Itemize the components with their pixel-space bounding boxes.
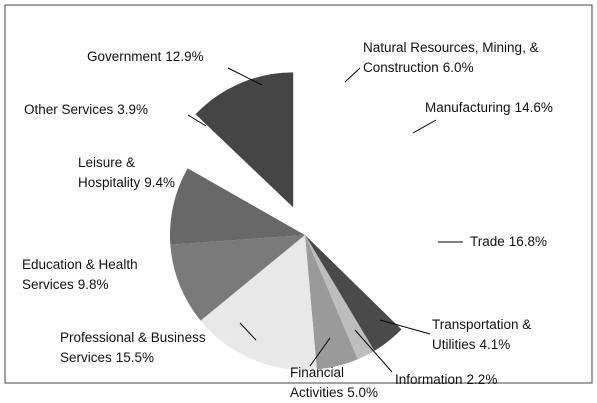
slice-label: Professional & Business Services 15.5% bbox=[60, 328, 260, 368]
value-label: 15.5% bbox=[115, 350, 155, 365]
value-label: 12.9% bbox=[165, 49, 204, 64]
leader-line bbox=[187, 114, 207, 127]
leader-line bbox=[239, 322, 257, 341]
slice-label: Government 12.9% bbox=[87, 47, 267, 67]
pie-slice bbox=[187, 141, 305, 235]
value-label: 9.4% bbox=[144, 175, 176, 190]
category-label: Trade bbox=[470, 234, 505, 249]
slice-label: Education & Health Services 9.8% bbox=[22, 255, 172, 295]
pie-slice bbox=[169, 168, 305, 245]
slice-label: Leisure & Hospitality 9.4% bbox=[78, 153, 178, 193]
value-label: 14.6% bbox=[514, 100, 553, 115]
value-label: 2.2% bbox=[466, 372, 498, 387]
pie-slice bbox=[305, 109, 435, 235]
slice-label: Transportation & Utilities 4.1% bbox=[432, 315, 542, 355]
pie-slice bbox=[195, 72, 294, 208]
pie-slice bbox=[170, 235, 305, 321]
pie-slice bbox=[200, 235, 317, 370]
category-label: Other Services bbox=[24, 102, 114, 117]
pie-slice bbox=[305, 197, 440, 330]
value-label: 6.0% bbox=[442, 60, 474, 75]
slice-label: Trade 16.8% bbox=[470, 232, 580, 252]
category-label: Leisure & Hospitality bbox=[78, 155, 141, 190]
leader-line bbox=[227, 67, 263, 86]
value-label: 4.1% bbox=[479, 337, 511, 352]
category-label: Education & Health Services bbox=[22, 257, 138, 292]
pie-slice bbox=[305, 235, 375, 360]
category-label: Natural Resources, Mining, & Constructio… bbox=[363, 40, 539, 75]
leader-line bbox=[309, 337, 331, 367]
frame bbox=[4, 4, 593, 384]
category-label: Financial Activities bbox=[290, 365, 345, 400]
leader-line bbox=[354, 329, 393, 373]
pie-slice bbox=[305, 235, 358, 370]
category-label: Transportation & Utilities bbox=[432, 317, 532, 352]
value-label: 3.9% bbox=[117, 102, 149, 117]
slice-label: Other Services 3.9% bbox=[24, 100, 204, 120]
pie-slice bbox=[305, 100, 355, 235]
category-label: Professional & Business Services bbox=[60, 330, 206, 365]
leader-line bbox=[412, 119, 437, 134]
category-label: Government bbox=[87, 49, 162, 64]
slice-label: Financial Activities 5.0% bbox=[290, 363, 380, 403]
pie-slice bbox=[305, 235, 402, 351]
value-label: 16.8% bbox=[508, 234, 548, 249]
category-label: Information bbox=[395, 372, 463, 387]
value-label: 5.0% bbox=[347, 385, 379, 400]
leader-line bbox=[379, 319, 431, 335]
slice-label: Information 2.2% bbox=[395, 370, 505, 390]
category-label: Manufacturing bbox=[425, 100, 511, 115]
slice-label: Manufacturing 14.6% bbox=[425, 98, 585, 118]
leader-line bbox=[344, 67, 361, 83]
value-label: 9.8% bbox=[77, 277, 109, 292]
slice-label: Natural Resources, Mining, & Constructio… bbox=[363, 38, 583, 78]
